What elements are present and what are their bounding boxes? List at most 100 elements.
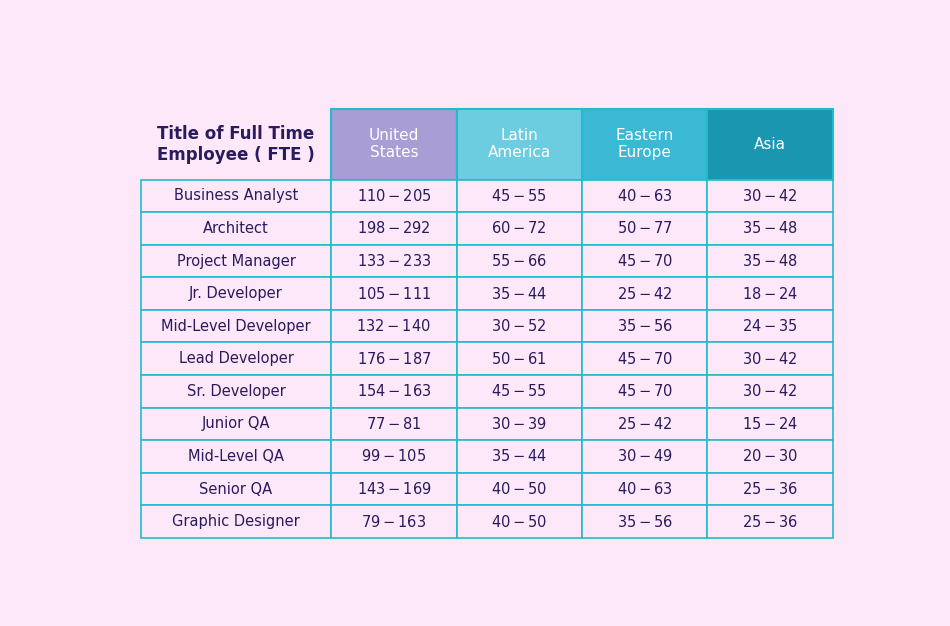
Text: $105 - $111: $105 - $111: [356, 285, 431, 302]
Bar: [141, 180, 332, 212]
Text: $24 - $35: $24 - $35: [742, 318, 798, 334]
Text: Asia: Asia: [754, 136, 787, 151]
Text: $25- $42: $25- $42: [617, 285, 673, 302]
Bar: [457, 109, 582, 180]
Bar: [582, 505, 708, 538]
Text: $35 - $56: $35 - $56: [617, 318, 673, 334]
Bar: [708, 473, 833, 505]
Text: $110 - $205: $110 - $205: [356, 188, 431, 204]
Text: $35 - $48: $35 - $48: [742, 220, 798, 237]
Bar: [332, 375, 457, 408]
Text: Jr. Developer: Jr. Developer: [189, 286, 283, 301]
Bar: [582, 109, 708, 180]
Bar: [332, 180, 457, 212]
Text: $30 - $52: $30 - $52: [491, 318, 547, 334]
Bar: [708, 245, 833, 277]
Bar: [582, 310, 708, 342]
Text: $45 - $55: $45 - $55: [491, 383, 547, 399]
Bar: [582, 342, 708, 375]
Text: $198 - $292: $198 - $292: [357, 220, 430, 237]
Text: $79 - $163: $79 - $163: [361, 513, 427, 530]
Bar: [141, 505, 332, 538]
Text: Project Manager: Project Manager: [177, 254, 295, 269]
Text: Title of Full Time
Employee ( FTE ): Title of Full Time Employee ( FTE ): [157, 125, 314, 163]
Text: $40 - $50: $40 - $50: [491, 481, 547, 497]
Bar: [708, 277, 833, 310]
Bar: [582, 245, 708, 277]
Bar: [332, 109, 457, 180]
Text: $154 - $163: $154 - $163: [356, 383, 431, 399]
Text: $176 - $187: $176 - $187: [356, 351, 431, 367]
Bar: [708, 310, 833, 342]
Bar: [457, 277, 582, 310]
Bar: [708, 180, 833, 212]
Text: $133 - $233: $133 - $233: [356, 253, 431, 269]
Bar: [582, 375, 708, 408]
Bar: [332, 440, 457, 473]
Text: $30 - $39: $30 - $39: [491, 416, 547, 432]
Bar: [332, 473, 457, 505]
Bar: [457, 180, 582, 212]
Bar: [582, 277, 708, 310]
Bar: [582, 180, 708, 212]
Text: $30 - $42: $30 - $42: [742, 383, 798, 399]
Text: Junior QA: Junior QA: [201, 416, 270, 431]
Bar: [141, 310, 332, 342]
Bar: [332, 505, 457, 538]
Bar: [582, 212, 708, 245]
Bar: [708, 212, 833, 245]
Text: Architect: Architect: [203, 221, 269, 236]
Text: $40 - $50: $40 - $50: [491, 513, 547, 530]
Bar: [141, 375, 332, 408]
Bar: [457, 342, 582, 375]
Text: $40 - $63: $40 - $63: [617, 188, 673, 204]
Bar: [582, 440, 708, 473]
Text: $45 - $70: $45 - $70: [617, 351, 673, 367]
Text: $45 - $55: $45 - $55: [491, 188, 547, 204]
Text: $18- $24: $18- $24: [742, 285, 798, 302]
Bar: [332, 277, 457, 310]
Text: $30 - $42: $30 - $42: [742, 351, 798, 367]
Text: $20- $30: $20- $30: [742, 448, 798, 464]
Text: Mid-Level Developer: Mid-Level Developer: [162, 319, 311, 334]
Text: Latin
America: Latin America: [487, 128, 551, 160]
Bar: [708, 375, 833, 408]
Text: $30 - $42: $30 - $42: [742, 188, 798, 204]
Text: Senior QA: Senior QA: [200, 481, 273, 496]
Bar: [141, 408, 332, 440]
Text: $25- $36: $25- $36: [742, 513, 798, 530]
Text: Business Analyst: Business Analyst: [174, 188, 298, 203]
Bar: [708, 440, 833, 473]
Bar: [582, 408, 708, 440]
Bar: [708, 342, 833, 375]
Text: $40 - $63: $40 - $63: [617, 481, 673, 497]
Bar: [457, 408, 582, 440]
Text: $45 - $70: $45 - $70: [617, 383, 673, 399]
Bar: [582, 473, 708, 505]
Text: $35 - $56: $35 - $56: [617, 513, 673, 530]
Text: $50 - $61: $50 - $61: [491, 351, 547, 367]
Text: $25- $36: $25- $36: [742, 481, 798, 497]
Text: $25 - $42: $25 - $42: [617, 416, 673, 432]
Bar: [457, 212, 582, 245]
Text: Graphic Designer: Graphic Designer: [172, 514, 300, 529]
Bar: [332, 245, 457, 277]
Text: $45 - $70: $45 - $70: [617, 253, 673, 269]
Bar: [141, 245, 332, 277]
Text: $55 - $66: $55 - $66: [491, 253, 547, 269]
Text: $35 - $44: $35 - $44: [491, 448, 547, 464]
Text: United
States: United States: [369, 128, 419, 160]
Text: $60 - $72: $60 - $72: [491, 220, 547, 237]
Text: Mid-Level QA: Mid-Level QA: [188, 449, 284, 464]
Text: $35- $44: $35- $44: [491, 285, 547, 302]
Bar: [332, 212, 457, 245]
Bar: [708, 408, 833, 440]
Text: $15- $24: $15- $24: [742, 416, 798, 432]
Bar: [457, 505, 582, 538]
Bar: [141, 342, 332, 375]
Bar: [332, 310, 457, 342]
Text: Eastern
Europe: Eastern Europe: [616, 128, 674, 160]
Text: $30 - $49: $30 - $49: [617, 448, 673, 464]
Bar: [141, 473, 332, 505]
Text: Sr. Developer: Sr. Developer: [186, 384, 285, 399]
